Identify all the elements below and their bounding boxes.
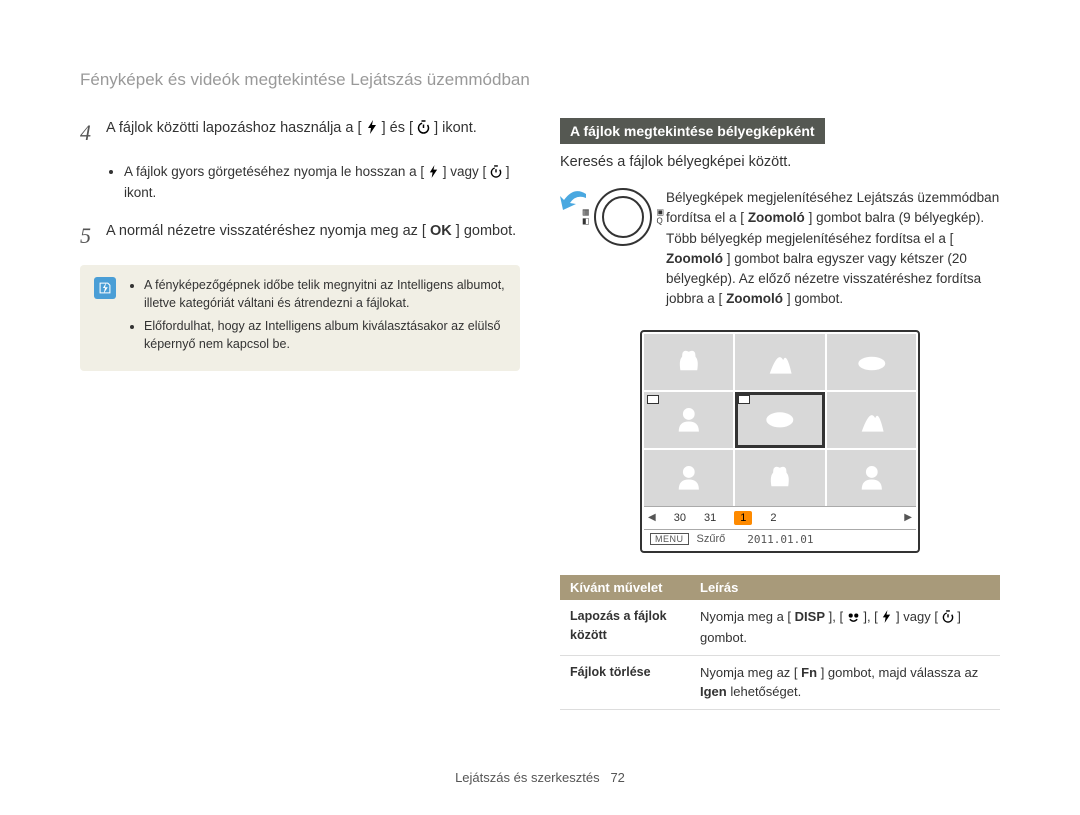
zoom-dial-icon — [594, 188, 652, 246]
date-1-active: 1 — [734, 511, 752, 525]
r2-b: ] gombot, majd válassza az — [821, 665, 979, 680]
zt-d: ] gombot. — [787, 291, 843, 306]
next-arrow-icon: ▶ — [904, 512, 912, 523]
zoom-text: Bélyegképek megjelenítéséhez Lejátszás ü… — [666, 188, 1000, 310]
bullet-item: A fájlok gyors görgetéséhez nyomja le ho… — [124, 163, 520, 203]
bullet-text-a: A fájlok gyors görgetéséhez nyomja le ho… — [124, 164, 424, 179]
menu-row: MENU Szűrő 2011.01.01 — [644, 529, 916, 549]
note-item-1: A fényképezőgépnek időbe telik megnyitni… — [144, 277, 506, 312]
page-title: Fényképek és videók megtekintése Lejátsz… — [80, 70, 1000, 90]
thumb-2 — [735, 334, 824, 390]
r1-b: ], [ — [829, 609, 843, 624]
table-row: Lapozás a fájlok között Nyomja meg a [ D… — [560, 600, 1000, 656]
note-content: A fényképezőgépnek időbe telik megnyitni… — [128, 277, 506, 359]
ok-key: OK — [430, 223, 452, 239]
note-icon — [94, 277, 116, 299]
step-number: 4 — [80, 118, 106, 149]
table-row: Fájlok törlése Nyomja meg az [ Fn ] gomb… — [560, 655, 1000, 709]
note-box: A fényképezőgépnek időbe telik megnyitni… — [80, 265, 520, 371]
bullet-text-b: ] vagy [ — [443, 164, 487, 179]
zoom-label-1: Zoomoló — [748, 210, 805, 225]
thumb-6 — [827, 392, 916, 448]
prev-arrow-icon: ◀ — [648, 512, 656, 523]
th-description: Leírás — [690, 575, 1000, 600]
menu-key-label: MENU — [650, 533, 689, 545]
video-badge-icon — [647, 395, 659, 404]
zoom-instruction: ▦◧ ▣Q Bélyegképek megjelenítéséhez Leját… — [560, 188, 1000, 310]
step5-text-a: A normál nézetre visszatéréshez nyomja m… — [106, 223, 426, 239]
step5-text-b: ] gombot. — [456, 223, 516, 239]
operations-table: Kívánt művelet Leírás Lapozás a fájlok k… — [560, 575, 1000, 710]
thumb-8 — [735, 450, 824, 506]
note-item-2: Előfordulhat, hogy az Intelligens album … — [144, 318, 506, 353]
footer-text: Lejátszás és szerkesztés — [455, 770, 600, 785]
r2-a: Nyomja meg az [ — [700, 665, 798, 680]
timer-icon — [942, 609, 954, 629]
op-desc-browse: Nyomja meg a [ DISP ], [ ], [ ] vagy [ — [690, 600, 1000, 656]
dial-left-labels: ▦◧ — [582, 208, 590, 227]
thumb-5-selected — [735, 392, 824, 448]
footer-page: 72 — [610, 770, 624, 785]
r1-c: ], [ — [863, 609, 877, 624]
macro-icon — [847, 609, 860, 629]
camera-screen: ◀ 30 31 1 2 ▶ MENU Szűrő 2011.01.01 — [640, 330, 920, 553]
date-2: 2 — [770, 512, 776, 524]
section-header: A fájlok megtekintése bélyegképként — [560, 118, 825, 144]
thumb-9 — [827, 450, 916, 506]
timer-icon — [490, 165, 502, 184]
step-body: A normál nézetre visszatéréshez nyomja m… — [106, 221, 520, 252]
step-body: A fájlok közötti lapozáshoz használja a … — [106, 118, 520, 149]
r1-d: ] vagy [ — [896, 609, 938, 624]
step4-text-b: ] és [ — [382, 120, 413, 136]
timer-icon — [417, 120, 430, 140]
dial-right-labels: ▣Q — [656, 208, 664, 227]
thumbnail-grid — [644, 334, 916, 506]
step-number: 5 — [80, 221, 106, 252]
flash-icon — [366, 120, 378, 140]
flash-icon — [881, 609, 892, 629]
page-footer: Lejátszás és szerkesztés 72 — [0, 770, 1080, 785]
thumb-4 — [644, 392, 733, 448]
step4-bullets: A fájlok gyors görgetéséhez nyomja le ho… — [124, 163, 520, 203]
date-31: 31 — [704, 512, 716, 524]
step-5: 5 A normál nézetre visszatéréshez nyomja… — [80, 221, 520, 252]
op-desc-delete: Nyomja meg az [ Fn ] gombot, majd válass… — [690, 655, 1000, 709]
op-name-delete: Fájlok törlése — [560, 655, 690, 709]
yes-option: Igen — [700, 684, 727, 699]
fn-key: Fn — [801, 665, 817, 680]
r2-c: lehetőséget. — [730, 684, 801, 699]
right-column: A fájlok megtekintése bélyegképként Kere… — [560, 118, 1000, 710]
screen-date: 2011.01.01 — [747, 533, 813, 546]
thumb-7 — [644, 450, 733, 506]
r1-a: Nyomja meg a [ — [700, 609, 791, 624]
step4-text-a: A fájlok közötti lapozáshoz használja a … — [106, 120, 362, 136]
zoom-illustration: ▦◧ ▣Q — [560, 188, 652, 310]
th-operation: Kívánt művelet — [560, 575, 690, 600]
section-intro: Keresés a fájlok bélyegképei között. — [560, 154, 1000, 170]
thumb-1 — [644, 334, 733, 390]
zoom-label-2: Zoomoló — [666, 251, 723, 266]
content-columns: 4 A fájlok közötti lapozáshoz használja … — [80, 118, 1000, 710]
left-column: 4 A fájlok közötti lapozáshoz használja … — [80, 118, 520, 710]
disp-key: DISP — [795, 609, 825, 624]
date-30: 30 — [674, 512, 686, 524]
dates-row: ◀ 30 31 1 2 ▶ — [644, 506, 916, 529]
zoom-label-3: Zoomoló — [726, 291, 783, 306]
step-4: 4 A fájlok közötti lapozáshoz használja … — [80, 118, 520, 149]
menu-text: Szűrő — [697, 533, 726, 545]
op-name-browse: Lapozás a fájlok között — [560, 600, 690, 656]
thumb-3 — [827, 334, 916, 390]
step4-text-c: ] ikont. — [434, 120, 477, 136]
video-badge-icon — [738, 395, 750, 404]
flash-icon — [428, 165, 439, 184]
